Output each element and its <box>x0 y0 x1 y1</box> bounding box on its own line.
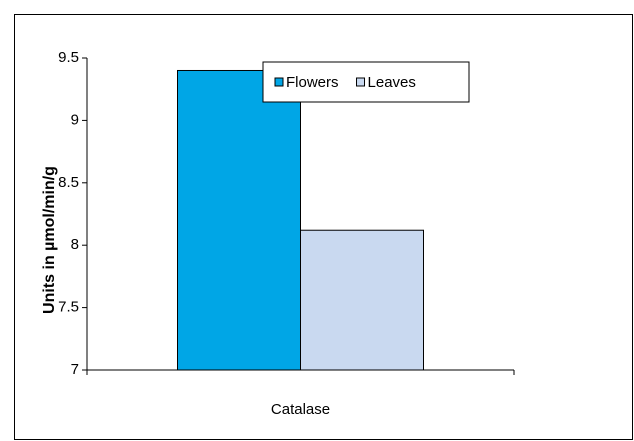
x-tick-label: Catalase <box>271 401 330 418</box>
legend-swatch <box>274 77 284 87</box>
y-axis-label: Units in µmol/min/g <box>41 166 58 314</box>
legend-box <box>262 61 470 103</box>
y-tick-label: 8.5 <box>58 174 79 191</box>
y-tick-label: 9.5 <box>58 49 79 66</box>
legend-label: Flowers <box>286 74 339 91</box>
bar <box>300 229 424 371</box>
y-tick-label: 7 <box>71 361 79 378</box>
legend-swatch <box>356 77 366 87</box>
y-tick-label: 9 <box>71 111 79 128</box>
y-tick-label: 7.5 <box>58 299 79 316</box>
legend-label: Leaves <box>368 74 416 91</box>
y-tick-label: 8 <box>71 236 79 253</box>
bar <box>177 69 301 371</box>
